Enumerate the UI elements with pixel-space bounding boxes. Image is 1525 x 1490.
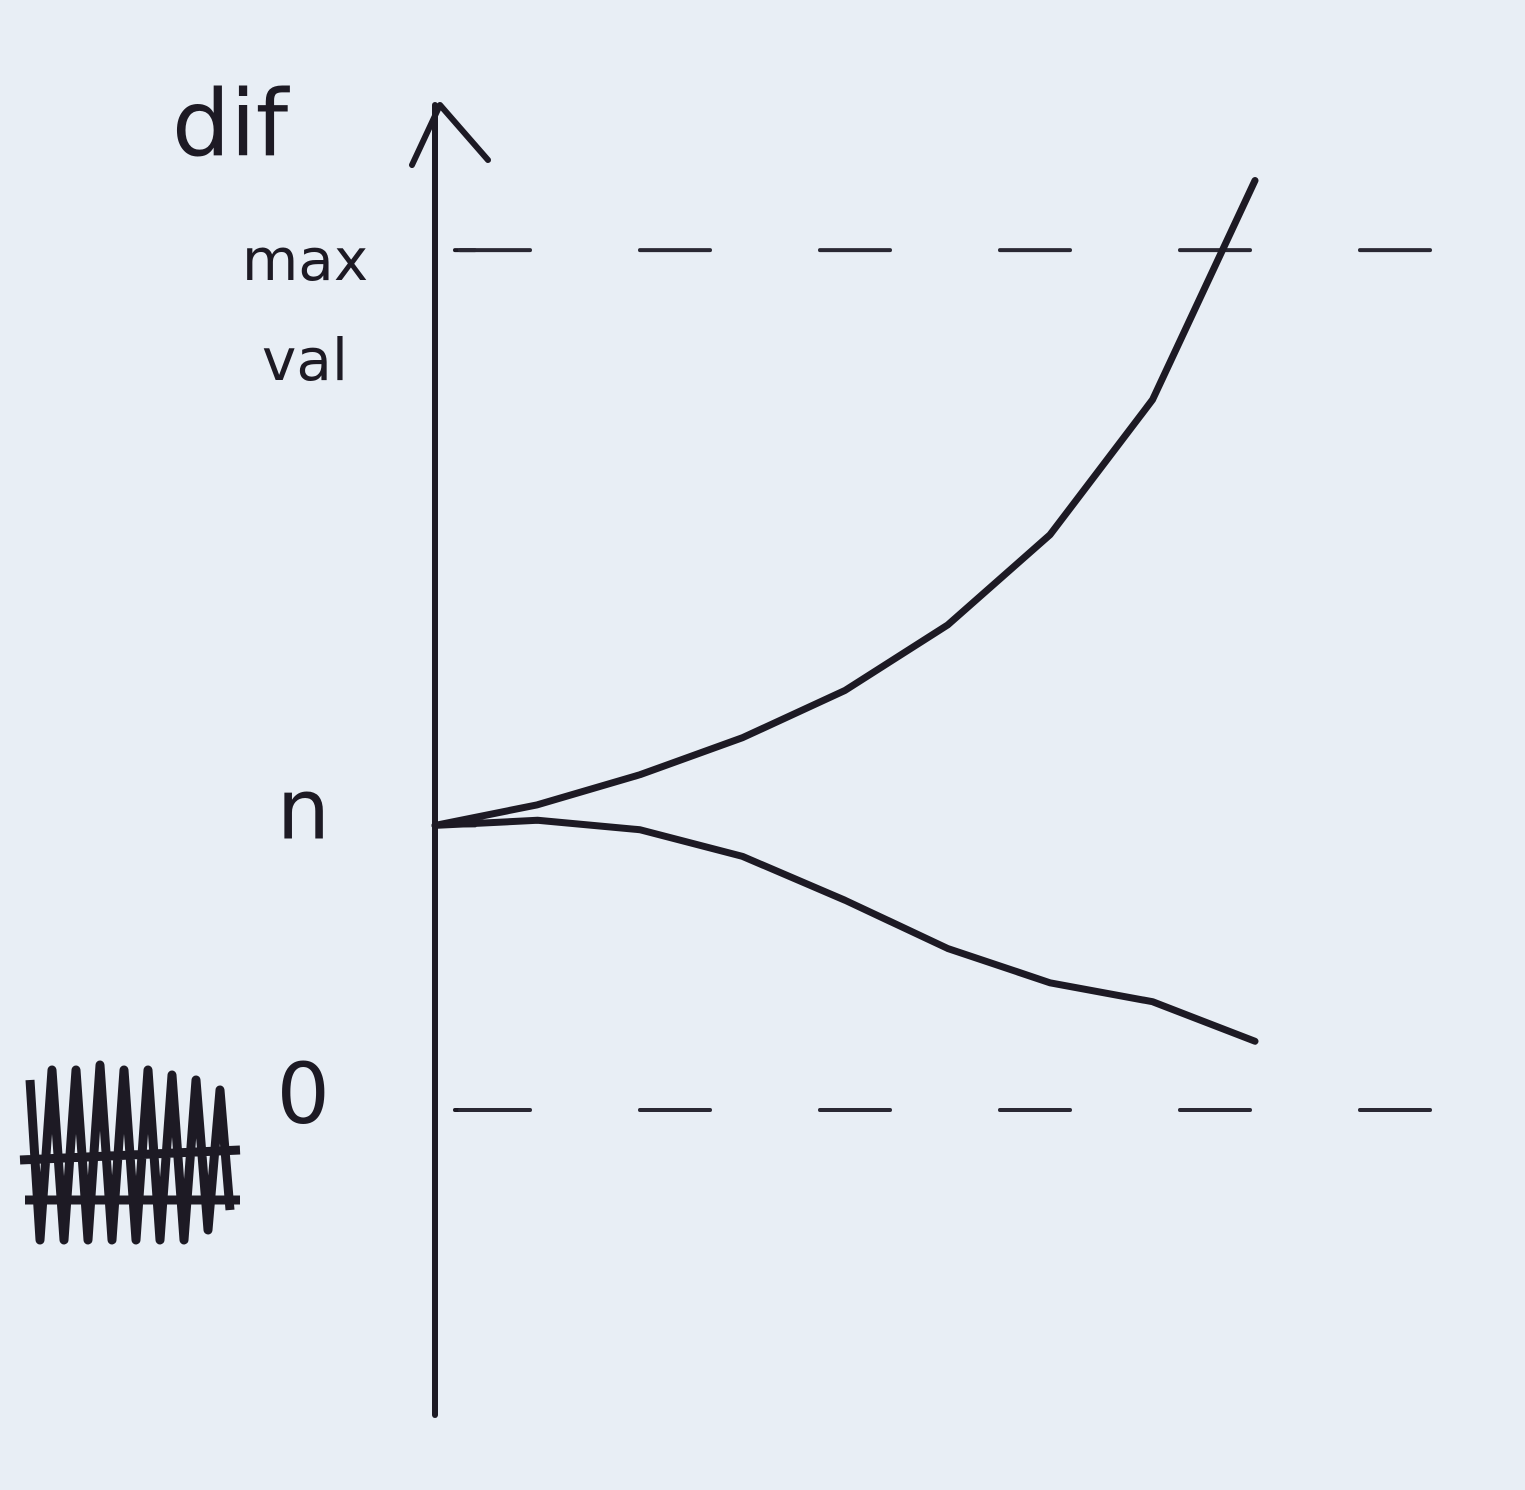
line-series	[431, 177, 1259, 829]
axis-arrow	[409, 102, 491, 168]
y-tick-label: 0	[277, 1045, 330, 1143]
y-tick-label: max val	[241, 226, 369, 395]
y-axis-label: dif	[172, 70, 291, 177]
y-tick-label: n	[277, 760, 330, 858]
scribble	[19, 1060, 241, 1245]
line-series	[431, 816, 1259, 1045]
